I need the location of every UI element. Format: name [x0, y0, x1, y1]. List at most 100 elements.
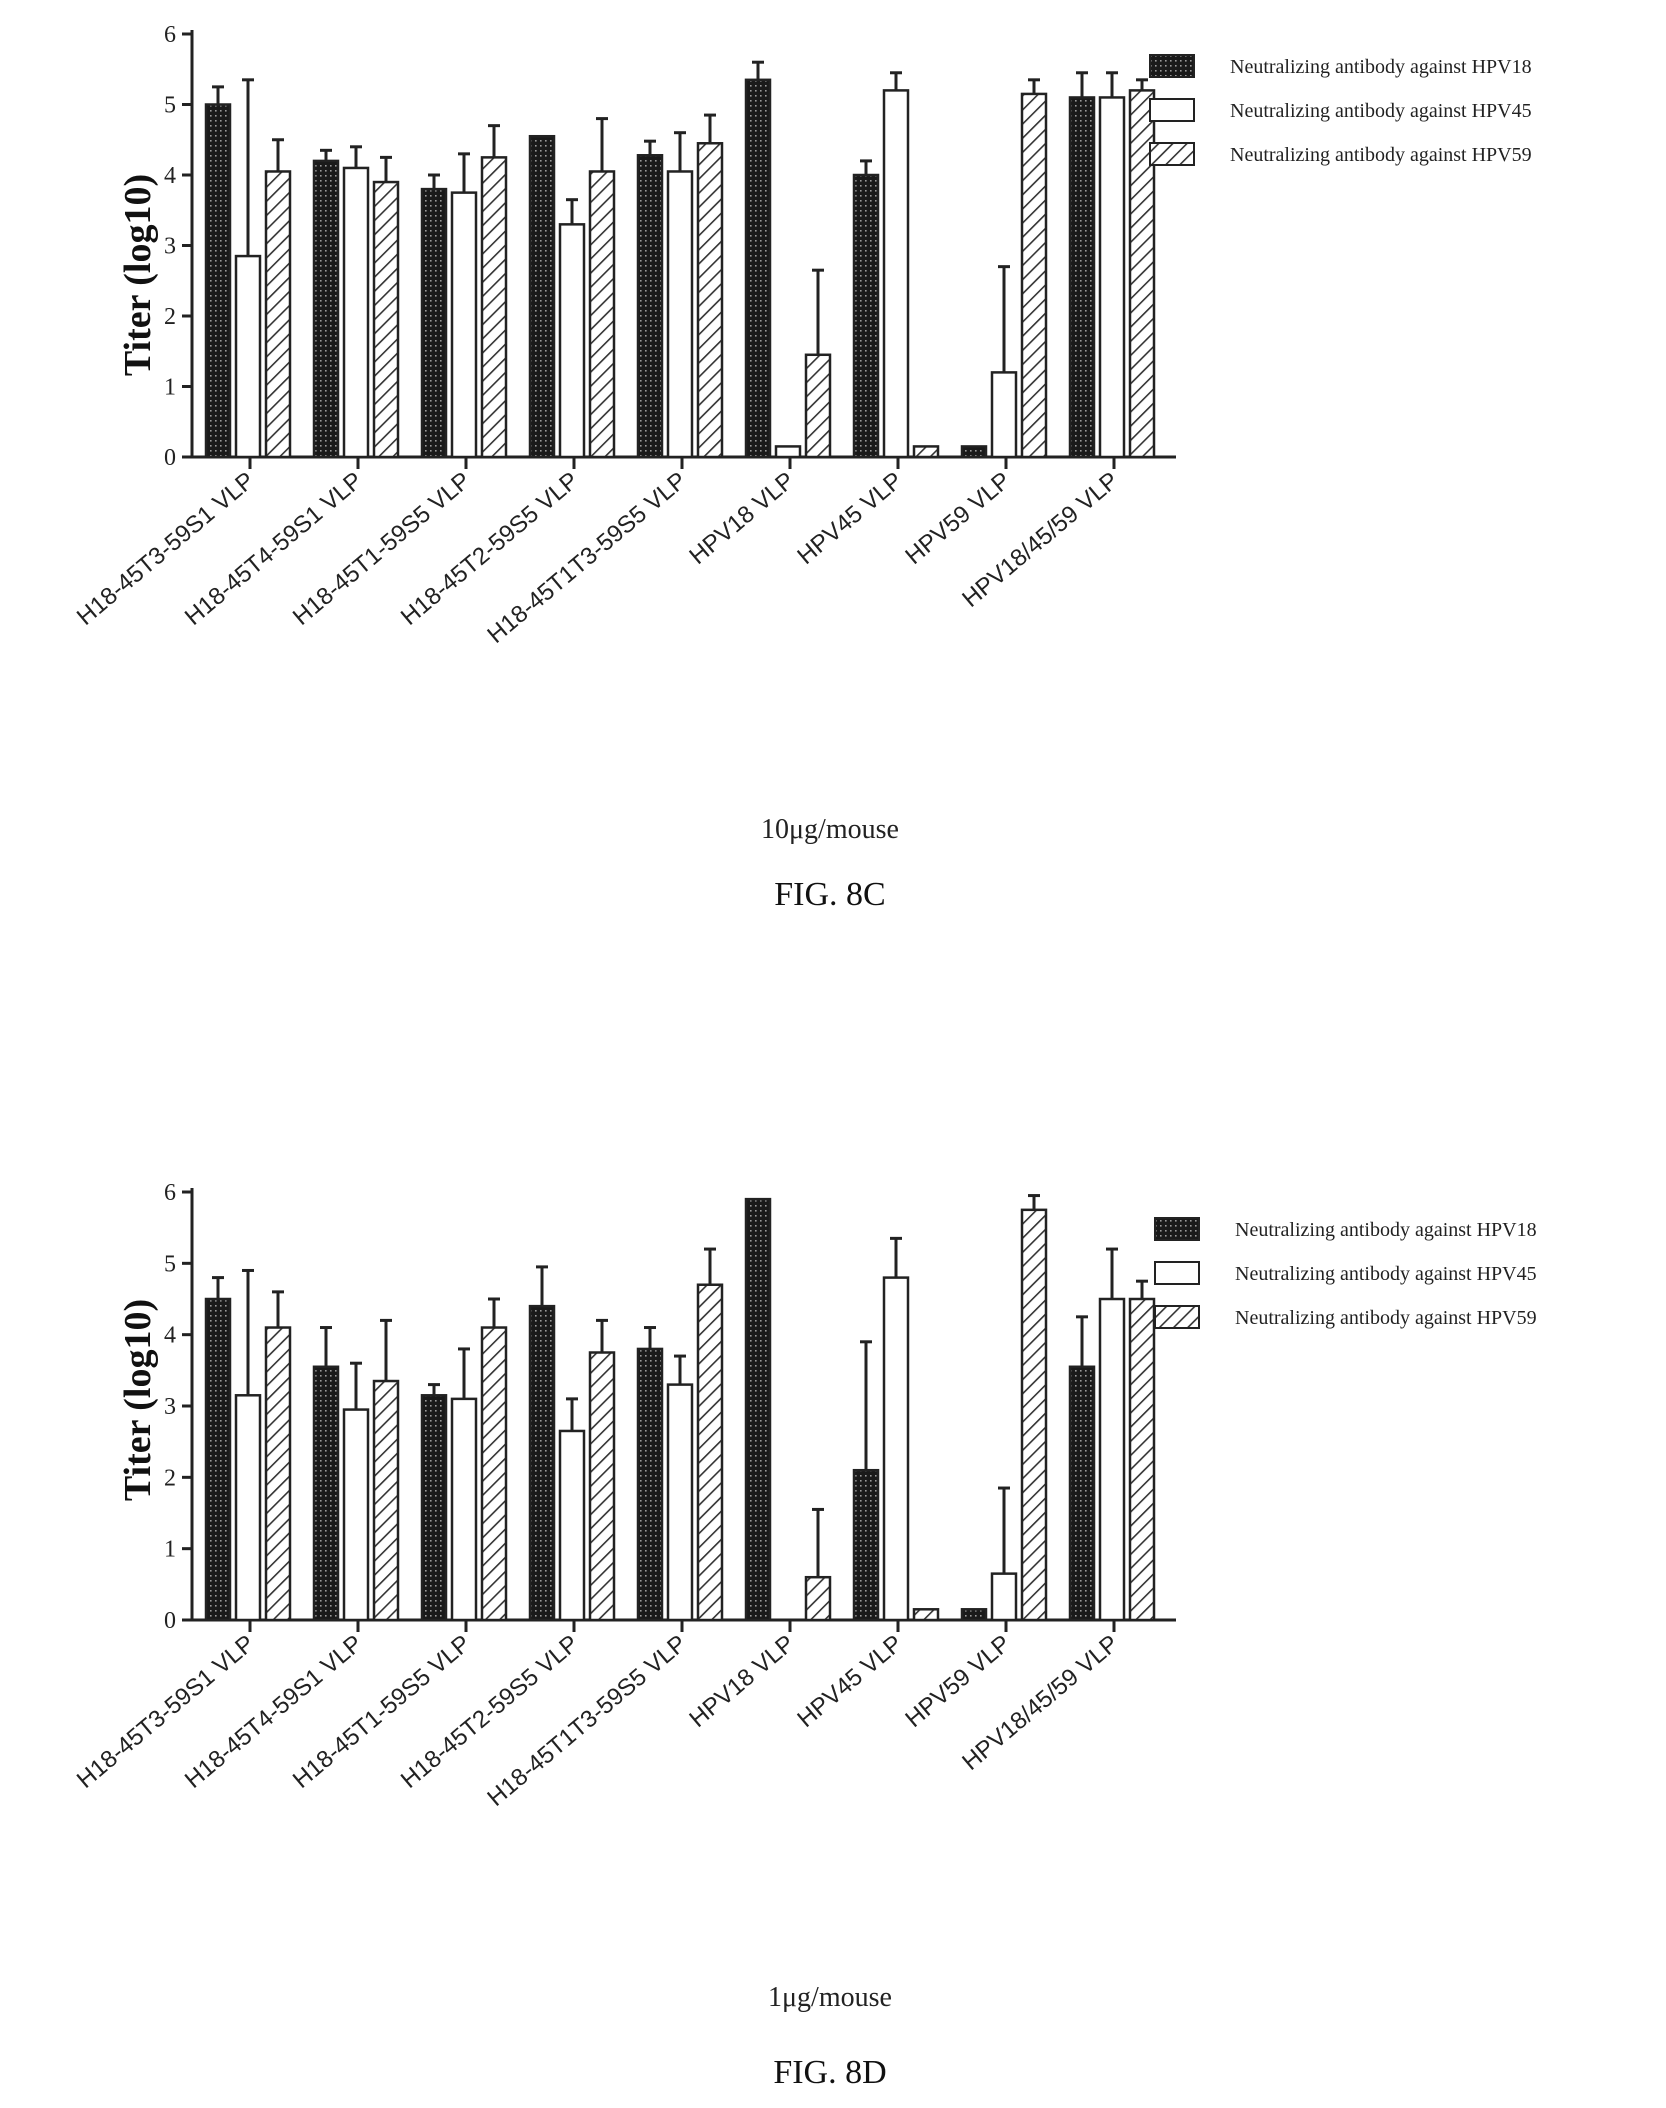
y-axis-label: Titer (log10)	[117, 1299, 159, 1501]
bar-series-3	[264, 1326, 292, 1622]
bar-series-2	[666, 1383, 694, 1622]
bar-series-3	[372, 1379, 400, 1622]
x-tick-label: H18-45T1-59S5 VLP	[288, 1630, 476, 1794]
y-axis-label: Titer (log10)	[117, 174, 159, 376]
bar-series-3	[1128, 1297, 1156, 1622]
bar-series-1	[960, 445, 988, 459]
legend-swatch	[1154, 1305, 1200, 1329]
bar-series-1	[852, 1468, 880, 1622]
y-tick-label: 2	[164, 304, 176, 330]
legend-swatch	[1149, 98, 1195, 122]
x-tick-label: H18-45T3-59S1 VLP	[72, 1630, 260, 1794]
bar-series-2	[882, 1276, 910, 1622]
bar-series-2	[882, 89, 910, 459]
bar-series-2	[342, 166, 370, 459]
legend-label: Neutralizing antibody against HPV59	[1230, 144, 1532, 166]
bar-series-1	[312, 1365, 340, 1622]
x-tick-label: H18-45T2-59S5 VLP	[396, 467, 584, 631]
bar-series-2	[558, 1429, 586, 1622]
bar-series-3	[480, 1326, 508, 1622]
y-tick-label: 4	[164, 163, 176, 189]
bar-series-3	[804, 353, 832, 459]
bar-series-2	[450, 1397, 478, 1622]
bar-series-1	[744, 78, 772, 459]
bar-series-2	[558, 223, 586, 459]
x-tick-label: H18-45T1-59S5 VLP	[288, 467, 476, 631]
x-tick-label: H18-45T1T3-59S5 VLP	[482, 1630, 691, 1812]
bar-series-3	[804, 1575, 832, 1622]
bar-series-1	[528, 134, 556, 459]
legend-swatch	[1154, 1217, 1200, 1241]
x-tick-label: H18-45T1T3-59S5 VLP	[482, 467, 691, 649]
y-tick-label: 6	[164, 1180, 176, 1206]
figure-label: FIG. 8D	[773, 2054, 886, 2091]
x-tick-label: H18-45T2-59S5 VLP	[396, 1630, 584, 1794]
bar-series-3	[1020, 92, 1048, 459]
bar-series-1	[636, 1347, 664, 1622]
bar-series-1	[1068, 96, 1096, 459]
legend-swatch	[1154, 1261, 1200, 1285]
legend-label: Neutralizing antibody against HPV18	[1230, 56, 1532, 78]
y-tick-label: 0	[164, 1608, 176, 1634]
bar-series-2	[666, 170, 694, 459]
legend-label: Neutralizing antibody against HPV45	[1235, 1263, 1537, 1285]
bar-series-3	[264, 170, 292, 459]
legend-label: Neutralizing antibody against HPV59	[1235, 1307, 1537, 1329]
x-tick-label: HPV45 VLP	[792, 1630, 907, 1733]
legend-swatch	[1149, 142, 1195, 166]
y-tick-label: 1	[164, 375, 176, 401]
bar-series-1	[420, 1394, 448, 1622]
bar-series-2	[774, 445, 802, 459]
y-tick-label: 3	[164, 1394, 176, 1420]
bar-series-3	[1020, 1208, 1048, 1622]
y-tick-label: 6	[164, 22, 176, 48]
y-tick-label: 5	[164, 1251, 176, 1277]
x-tick-label: HPV18 VLP	[684, 467, 799, 570]
bar-series-2	[234, 1394, 262, 1622]
bar-series-1	[636, 154, 664, 459]
y-tick-label: 4	[164, 1323, 176, 1349]
bar-series-2	[450, 191, 478, 459]
bar-series-1	[960, 1608, 988, 1622]
bar-series-1	[312, 159, 340, 459]
x-tick-label: H18-45T4-59S1 VLP	[180, 467, 368, 631]
legend-label: Neutralizing antibody against HPV45	[1230, 100, 1532, 122]
bar-series-2	[1098, 96, 1126, 459]
bar-series-3	[912, 1608, 940, 1622]
x-tick-label: HPV18 VLP	[684, 1630, 799, 1733]
figure-label: FIG. 8C	[774, 876, 885, 913]
bar-series-1	[420, 187, 448, 459]
bar-series-2	[990, 371, 1018, 459]
x-tick-label: HPV45 VLP	[792, 467, 907, 570]
bar-series-3	[696, 142, 724, 459]
bar-series-1	[204, 1297, 232, 1622]
bar-series-3	[480, 156, 508, 459]
x-tick-label: HPV59 VLP	[900, 1630, 1015, 1733]
y-tick-label: 2	[164, 1465, 176, 1491]
bar-series-3	[588, 170, 616, 459]
y-tick-label: 0	[164, 445, 176, 471]
y-tick-label: 3	[164, 234, 176, 260]
x-tick-label: H18-45T3-59S1 VLP	[72, 467, 260, 631]
x-tick-label: HPV59 VLP	[900, 467, 1015, 570]
dose-label: 10μg/mouse	[761, 814, 899, 845]
legend-label: Neutralizing antibody against HPV18	[1235, 1219, 1537, 1241]
bar-series-1	[1068, 1365, 1096, 1622]
dose-label: 1μg/mouse	[768, 1982, 892, 2013]
bar-series-1	[204, 103, 232, 459]
bar-series-2	[234, 254, 262, 459]
y-tick-label: 1	[164, 1537, 176, 1563]
y-tick-label: 5	[164, 93, 176, 119]
bar-series-3	[588, 1351, 616, 1622]
bar-series-1	[852, 173, 880, 459]
bar-series-1	[528, 1304, 556, 1622]
bar-series-3	[372, 180, 400, 459]
legend-swatch	[1149, 54, 1195, 78]
bar-series-2	[1098, 1297, 1126, 1622]
bar-series-1	[744, 1197, 772, 1622]
x-tick-label: H18-45T4-59S1 VLP	[180, 1630, 368, 1794]
bar-series-3	[696, 1283, 724, 1622]
bar-series-2	[990, 1572, 1018, 1622]
